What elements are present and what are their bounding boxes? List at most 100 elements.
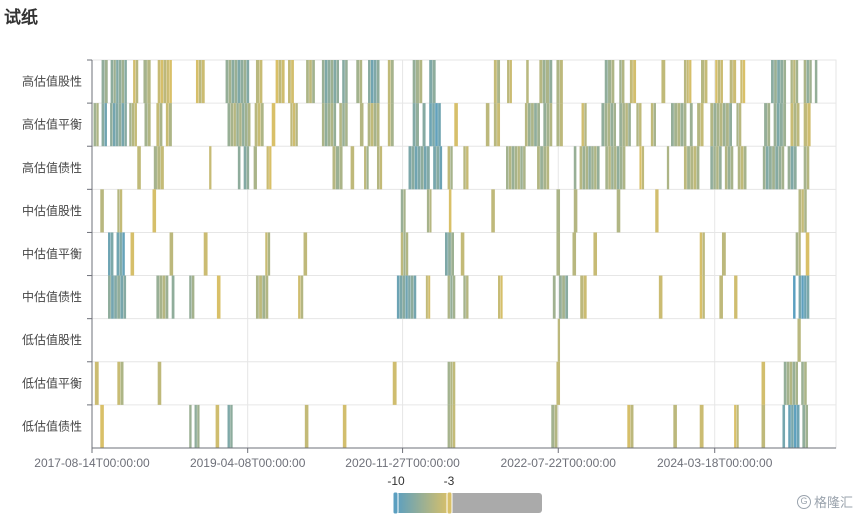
heatmap-cell: [765, 146, 769, 190]
heatmap-cell: [783, 361, 787, 405]
heatmap-cell: [704, 60, 708, 104]
heatmap-cell: [350, 146, 355, 190]
heatmap-cell: [546, 103, 550, 147]
visual-map-min-label: -10: [387, 474, 405, 488]
heatmap-cell: [689, 103, 693, 147]
visual-map-handle-min[interactable]: [392, 491, 399, 515]
heatmap-cell: [683, 146, 687, 190]
heatmap-cell: [236, 103, 239, 147]
heatmap-cell: [376, 146, 380, 190]
heatmap-cell: [740, 146, 744, 190]
heatmap-cell: [129, 103, 132, 147]
heatmap-cell: [239, 103, 242, 147]
heatmap-cell: [275, 60, 279, 104]
heatmap-cell: [793, 103, 797, 147]
heatmap-cell: [556, 103, 560, 147]
heatmap-cell: [780, 60, 783, 104]
heatmap-cell: [448, 189, 452, 233]
watermark-text: 格隆汇: [813, 495, 853, 510]
heatmap-cell: [619, 103, 622, 147]
heatmap-cell: [290, 103, 293, 147]
heatmap-cell: [806, 275, 810, 319]
heatmap-cell: [734, 404, 737, 448]
heatmap-cell: [414, 146, 418, 190]
heatmap-cell: [702, 275, 705, 319]
heatmap-cell: [420, 146, 424, 190]
heatmap-cell: [607, 103, 611, 147]
y-category-label: 低估值债性: [22, 418, 82, 433]
heatmap-cell: [625, 103, 628, 147]
heatmap-cell: [410, 275, 414, 319]
heatmap-cell: [116, 60, 119, 104]
heatmap-cell: [585, 146, 588, 190]
heatmap-cell: [101, 103, 105, 147]
x-tick-label: 2019-04-08T00:00:00: [190, 456, 306, 470]
heatmap-cell: [572, 232, 577, 276]
heatmap-cell: [727, 146, 731, 190]
heatmap-cell: [509, 60, 512, 104]
heatmap-cell: [792, 361, 796, 405]
heatmap-cell: [379, 146, 383, 190]
heatmap-cell: [736, 103, 739, 147]
heatmap-cell: [160, 60, 164, 104]
heatmap-cell: [390, 60, 394, 104]
heatmap-cell: [339, 103, 342, 147]
heatmap-cell: [806, 146, 810, 190]
heatmap-cell: [306, 60, 309, 104]
heatmap-cell: [110, 60, 114, 104]
heatmap-cell: [295, 103, 298, 147]
heatmap-cell: [466, 275, 469, 319]
heatmap-cell: [554, 404, 558, 448]
heatmap-cell: [557, 318, 561, 362]
heatmap-cell: [460, 232, 465, 276]
heatmap-cell: [447, 146, 450, 190]
heatmap-cell: [100, 189, 104, 233]
heatmap-cell: [335, 146, 340, 190]
heatmap-cell: [814, 60, 818, 104]
heatmap-cell: [559, 103, 563, 147]
y-category-label: 高估值债性: [22, 160, 82, 175]
heatmap-cell: [730, 146, 734, 190]
heatmap-cell: [240, 60, 244, 104]
heatmap-cell: [439, 146, 443, 190]
visual-map-handle-max[interactable]: [446, 491, 453, 515]
heatmap-cell: [604, 60, 608, 104]
heatmap-cell: [450, 404, 453, 448]
heatmap-cell: [699, 232, 703, 276]
heatmap-cell: [806, 60, 809, 104]
heatmap-cell: [153, 146, 157, 190]
heatmap-cell: [680, 103, 684, 147]
heatmap-cell: [243, 146, 247, 190]
heatmap-cell: [581, 103, 584, 147]
heatmap-cell: [131, 103, 135, 147]
heatmap-cell: [527, 103, 531, 147]
heatmap-cell: [549, 103, 553, 147]
heatmap-cell: [108, 275, 111, 319]
heatmap-cell: [710, 103, 714, 147]
heatmap-cell: [807, 103, 811, 147]
heatmap-cell: [269, 146, 272, 190]
heatmap-cell: [227, 103, 231, 147]
heatmap-cell: [690, 146, 694, 190]
heatmap-cell: [339, 146, 343, 190]
heatmap-cell: [619, 146, 623, 190]
visual-map[interactable]: -10 -3: [387, 474, 542, 515]
y-category-label: 高估值平衡: [22, 117, 82, 132]
heatmap-cell: [96, 103, 99, 147]
heatmap-cell: [271, 103, 276, 147]
heatmap-cell: [762, 146, 766, 190]
heatmap-cell: [794, 404, 797, 448]
heatmap-cell: [790, 60, 793, 104]
heatmap-cell: [798, 275, 802, 319]
heatmap-cell: [772, 146, 775, 190]
heatmap-cell: [500, 275, 503, 319]
axes: 2017-08-14T00:00:00 2019-04-08T00:00:00 20…: [22, 59, 836, 470]
heatmap-cell: [797, 318, 801, 362]
heatmap-cell: [562, 275, 565, 319]
heatmap-cell: [463, 275, 466, 319]
heatmap-cell: [110, 103, 113, 147]
heatmap-cell: [778, 146, 782, 190]
heatmap-cell: [189, 404, 192, 448]
heatmap-cell: [593, 232, 598, 276]
heatmap-cell: [300, 275, 304, 319]
